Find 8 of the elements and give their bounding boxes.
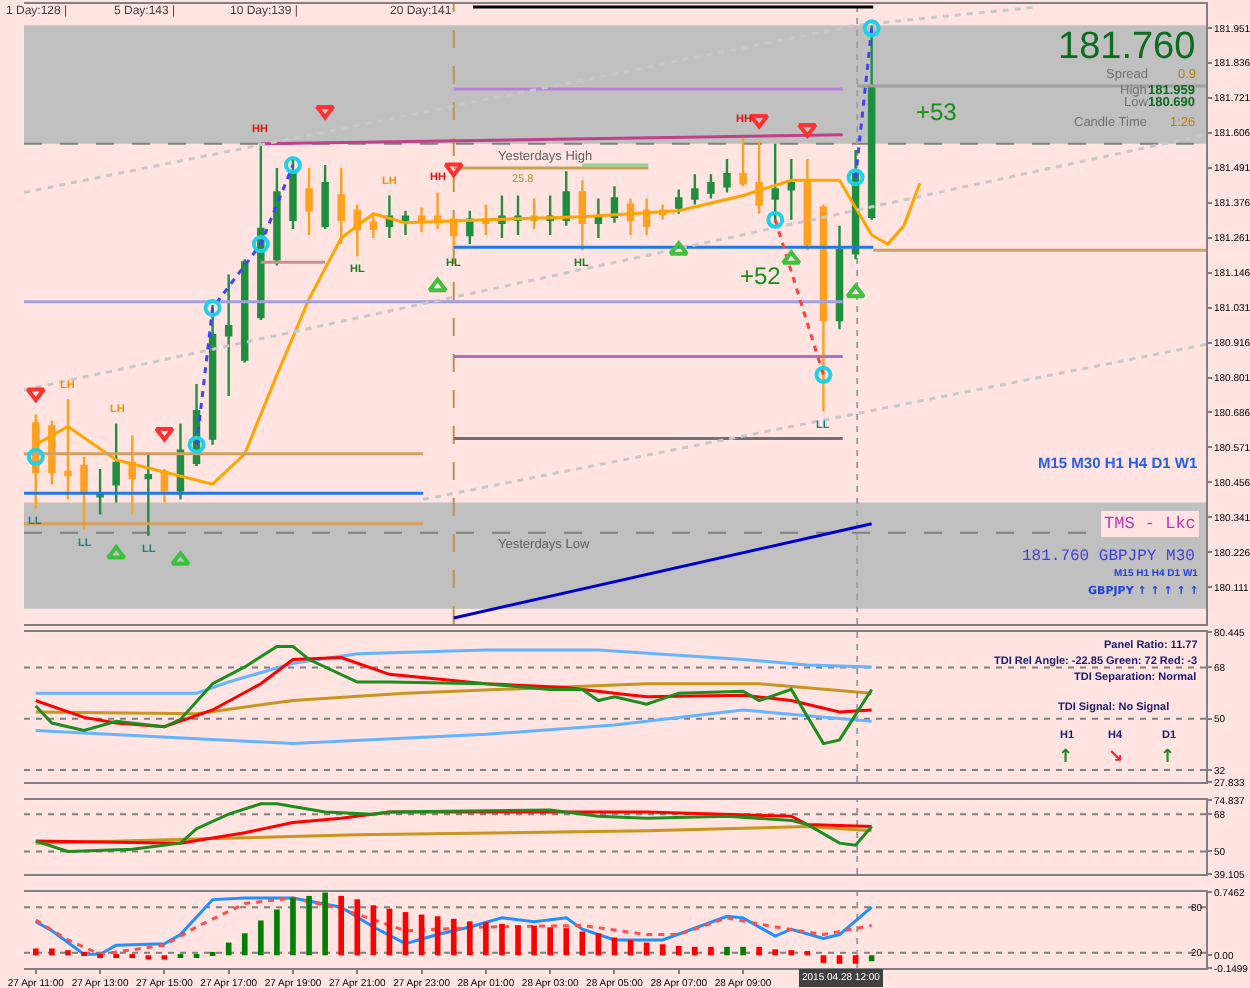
annotation: ↘ [1108,748,1124,768]
annotation: +53 [916,98,958,126]
annotation: TMS - Lkc [1104,514,1196,534]
annotation: +52 [740,262,782,290]
annotation: 181.760 [1058,26,1196,68]
annotation: ↑ [1058,748,1074,768]
annotation: ↑ [1160,748,1176,768]
annotation: 181.760 GBPJPY M30 [1022,548,1196,566]
